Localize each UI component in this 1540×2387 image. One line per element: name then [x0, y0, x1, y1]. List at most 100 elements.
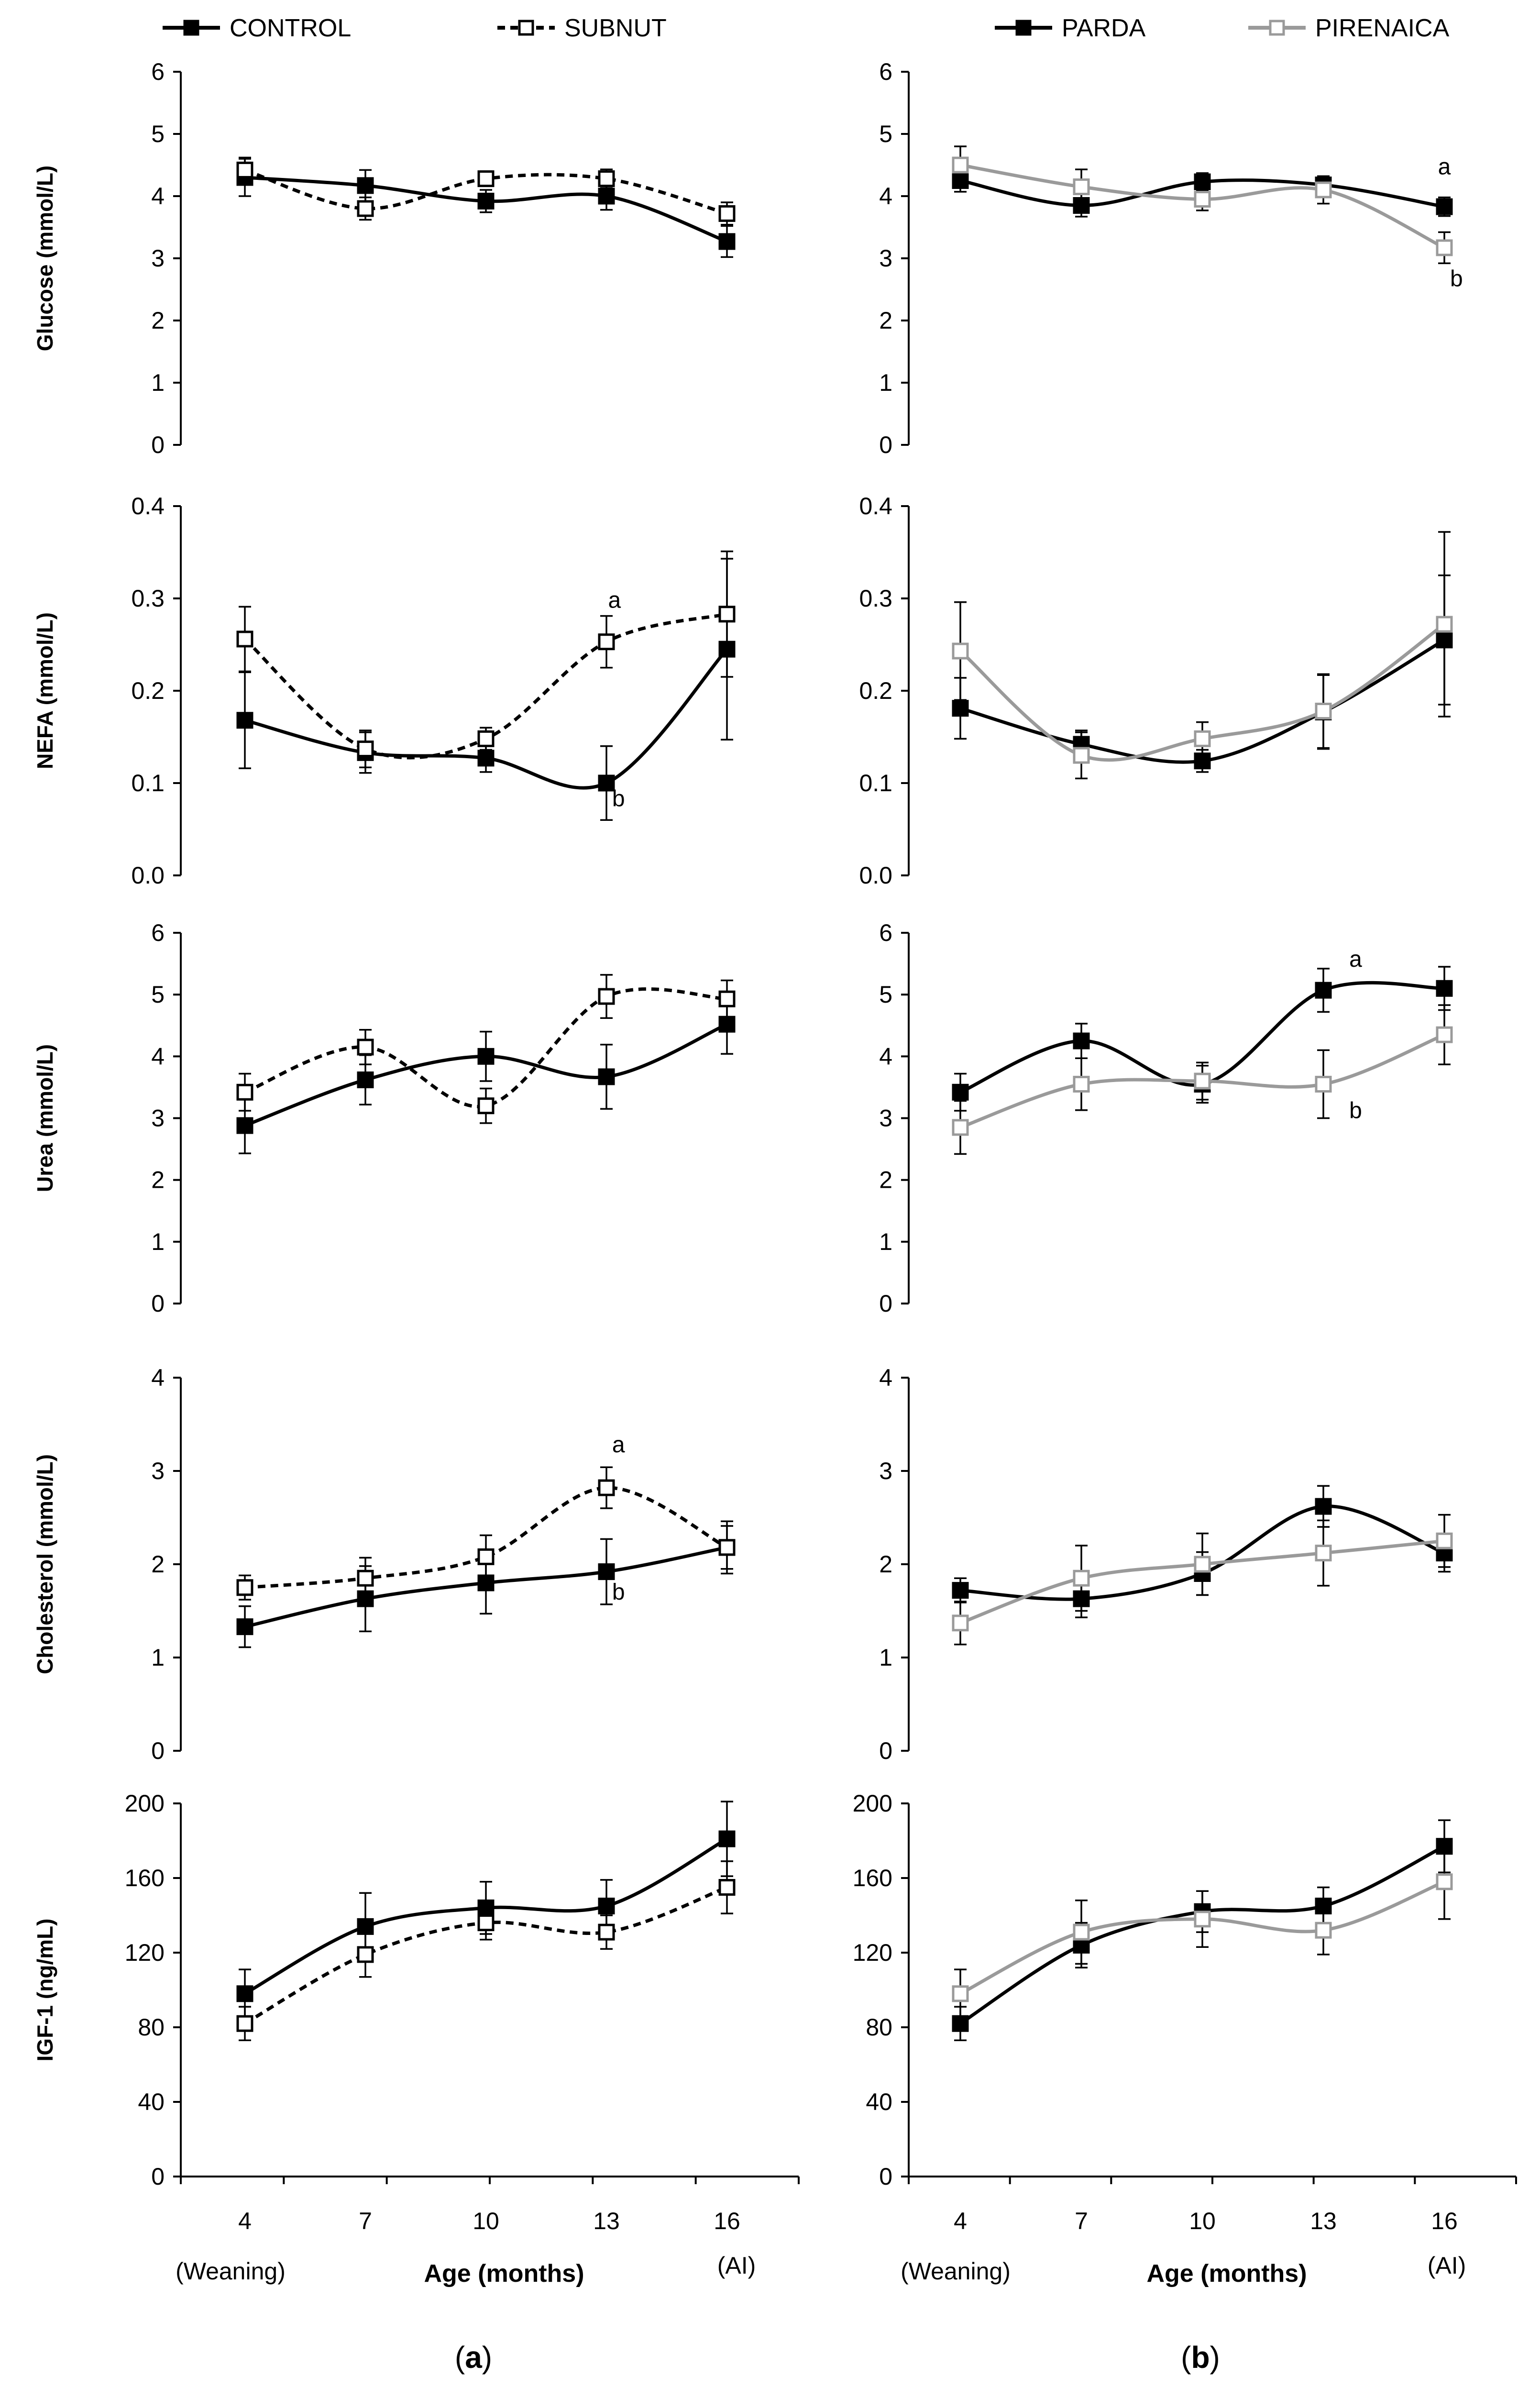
- data-point: [236, 2015, 253, 2032]
- data-point: [952, 1985, 969, 2002]
- series-control: [236, 558, 736, 821]
- panel-label-letter: b: [1191, 2340, 1210, 2375]
- y-tick-label: 0: [879, 1737, 892, 1764]
- x-tick-label: 7: [359, 2208, 372, 2234]
- series-subnut: [236, 974, 736, 1124]
- data-point: [1315, 1498, 1332, 1515]
- y-tick-label: 2: [879, 307, 892, 334]
- data-point: [598, 1068, 615, 1085]
- y-tick-label: 1: [151, 1228, 165, 1255]
- data-point: [952, 1083, 969, 1101]
- y-tick-label: 3: [151, 1458, 165, 1484]
- data-point: [1315, 181, 1332, 199]
- data-point: [952, 1119, 969, 1136]
- data-point: [477, 192, 495, 210]
- y-tick-label: 0: [151, 431, 165, 458]
- data-point: [952, 1614, 969, 1632]
- data-point: [236, 1985, 253, 2002]
- y-tick-label: 3: [879, 1105, 892, 1132]
- y-tick-label: 40: [866, 2089, 892, 2115]
- data-point: [1315, 702, 1332, 719]
- panel-label-open: (: [455, 2340, 465, 2375]
- data-point: [718, 1016, 736, 1033]
- data-point: [718, 1539, 736, 1556]
- y-tick-label: 0.2: [131, 677, 165, 704]
- y-tick-label: 4: [879, 183, 892, 210]
- y-tick-label: 80: [866, 2014, 892, 2041]
- y-tick-label: 5: [151, 981, 165, 1008]
- data-point: [477, 730, 495, 747]
- x-axis: 4 7 10 13 16 (Weaning) (AI) Age (months): [176, 2176, 800, 2288]
- x-tick-label: 16: [1431, 2208, 1458, 2234]
- data-point: [1436, 616, 1453, 633]
- data-point: [598, 1898, 615, 1914]
- data-point: [1436, 1532, 1453, 1549]
- y-axis-title: Urea (mmol/L): [33, 1044, 57, 1192]
- legend-marker-subnut: [518, 20, 534, 36]
- series-pirenaica: [952, 1844, 1453, 2019]
- data-point: [1315, 1075, 1332, 1093]
- data-point: [236, 712, 253, 729]
- y-tick-label: 0.3: [859, 585, 892, 612]
- chart-a2: 0.0 0.1 0.2 0.3 0.4 NEFA (mmol/L) a b: [33, 493, 736, 889]
- data-point: [952, 700, 969, 717]
- y-tick-label: 6: [151, 919, 165, 946]
- data-point: [718, 1830, 736, 1847]
- data-point: [1073, 1032, 1090, 1050]
- significance-letter: b: [612, 786, 625, 811]
- x-note-weaning: (Weaning): [176, 2258, 286, 2285]
- y-tick-label: 0.0: [859, 862, 892, 889]
- y-tick-label: 0: [151, 1737, 165, 1764]
- y-tick-label: 2: [151, 307, 165, 334]
- panel-label-close: ): [482, 2340, 492, 2375]
- chart-a5: 0 40 80 120 160 200 IGF-1 (ng/mL) 4 7 10 13 16 (Wean…: [33, 1790, 800, 2288]
- legend-marker-pirenaica: [1269, 20, 1285, 36]
- y-tick-label: 6: [879, 919, 892, 946]
- y-tick-label: 120: [125, 1939, 165, 1966]
- x-tick-label: 4: [954, 2208, 967, 2234]
- legend-item-control: CONTROL: [163, 14, 351, 42]
- data-point: [598, 774, 615, 792]
- y-tick-label: 0: [879, 431, 892, 458]
- y-tick-label: 4: [151, 1043, 165, 1070]
- y-axis-title: NEFA (mmol/L): [33, 612, 57, 769]
- data-point: [718, 233, 736, 250]
- data-point: [1315, 1545, 1332, 1562]
- data-point: [1436, 980, 1453, 997]
- panel-label-a: (a): [455, 2340, 492, 2375]
- data-point: [718, 205, 736, 222]
- series-pirenaica: [952, 1004, 1453, 1155]
- significance-letter: b: [1349, 1098, 1362, 1124]
- series-pirenaica: [952, 531, 1453, 780]
- series-pirenaica: [952, 1514, 1453, 1646]
- chart-b3: 0 1 2 3 4 5 6 a b: [879, 919, 1453, 1317]
- data-point: [598, 988, 615, 1005]
- data-point: [357, 200, 374, 217]
- y-tick-label: 0.2: [859, 677, 892, 704]
- x-note-ai: (AI): [1428, 2252, 1466, 2279]
- series-subnut: [236, 1466, 736, 1601]
- significance-letter: a: [1438, 155, 1451, 180]
- significance-letter: a: [1349, 947, 1362, 972]
- x-axis: 4 7 10 13 16 (Weaning) (AI) Age (months): [901, 2176, 1517, 2288]
- chart-b4: 0 1 2 3 4: [879, 1364, 1453, 1764]
- x-tick-label: 13: [1310, 2208, 1337, 2234]
- x-note-ai: (AI): [717, 2252, 756, 2279]
- panel-label-close: ): [1210, 2340, 1220, 2375]
- panel-label-b: (b): [1181, 2340, 1220, 2375]
- data-point: [1073, 1075, 1090, 1093]
- y-tick-label: 1: [879, 1228, 892, 1255]
- y-tick-label: 0.1: [131, 770, 165, 796]
- data-point: [357, 1569, 374, 1587]
- significance-letter: b: [1450, 266, 1463, 292]
- data-point: [477, 1097, 495, 1115]
- legend-item-parda: PARDA: [995, 14, 1146, 42]
- legend-label-parda: PARDA: [1062, 14, 1146, 42]
- legend-marker-parda: [1015, 20, 1032, 36]
- chart-a1: 0 1 2 3 4 5 6 Glucose (mmol/L): [33, 58, 736, 458]
- y-tick-label: 3: [879, 245, 892, 272]
- data-point: [1194, 1072, 1211, 1090]
- y-tick-label: 0: [151, 1290, 165, 1317]
